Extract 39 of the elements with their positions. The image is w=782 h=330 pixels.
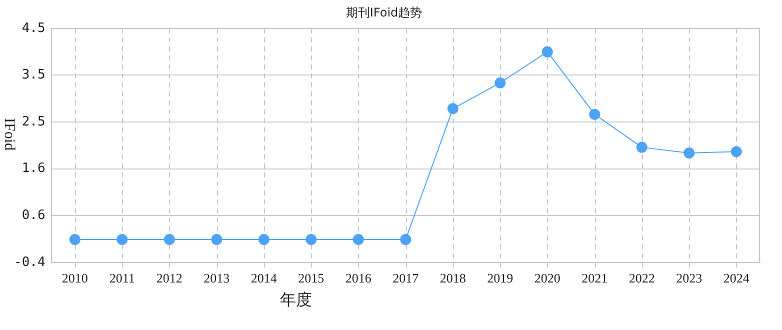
point: [400, 234, 412, 245]
point: [636, 142, 648, 153]
x-tick-label: 2015: [298, 270, 324, 286]
x-tick-label: 2024: [723, 270, 750, 286]
x-tick-label: 2020: [534, 270, 560, 286]
point: [69, 234, 80, 245]
x-tick-label: 2014: [250, 270, 278, 286]
x-tick-label: 2018: [440, 270, 466, 286]
y-tick-label: 2.5: [22, 114, 46, 130]
y-tick-label: 3.5: [22, 68, 46, 83]
x-tick-label: 2012: [156, 270, 182, 286]
x-axis-title: 年度: [280, 290, 312, 311]
point: [589, 108, 600, 120]
x-tick-label: 2023: [676, 270, 702, 286]
x-tick-label: 2022: [628, 270, 655, 286]
y-tick-label: -0.4: [14, 254, 46, 270]
x-tick-label: 2016: [345, 270, 372, 286]
point: [494, 77, 506, 88]
point: [211, 234, 222, 245]
chart-title: 期刊IFoid趋势: [346, 5, 422, 20]
x-tick-label: 2010: [62, 270, 88, 286]
point: [306, 234, 317, 245]
point: [542, 46, 553, 58]
y-tick-label: 1.6: [22, 161, 46, 176]
x-tick-label: 2019: [487, 270, 514, 286]
point: [684, 148, 695, 159]
point: [164, 234, 175, 245]
x-tick-label: 2011: [109, 270, 135, 286]
y-axis-title: IFoid: [0, 118, 17, 151]
y-tick-label: 0.6: [22, 208, 46, 223]
point: [258, 234, 270, 245]
point: [730, 146, 742, 158]
point: [447, 103, 458, 114]
point: [116, 234, 128, 245]
x-tick-label: 2013: [204, 270, 230, 286]
point: [352, 234, 364, 245]
y-tick-label: 4.5: [22, 20, 46, 36]
x-tick-label: 2021: [582, 270, 608, 286]
x-tick-label: 2017: [392, 270, 420, 286]
